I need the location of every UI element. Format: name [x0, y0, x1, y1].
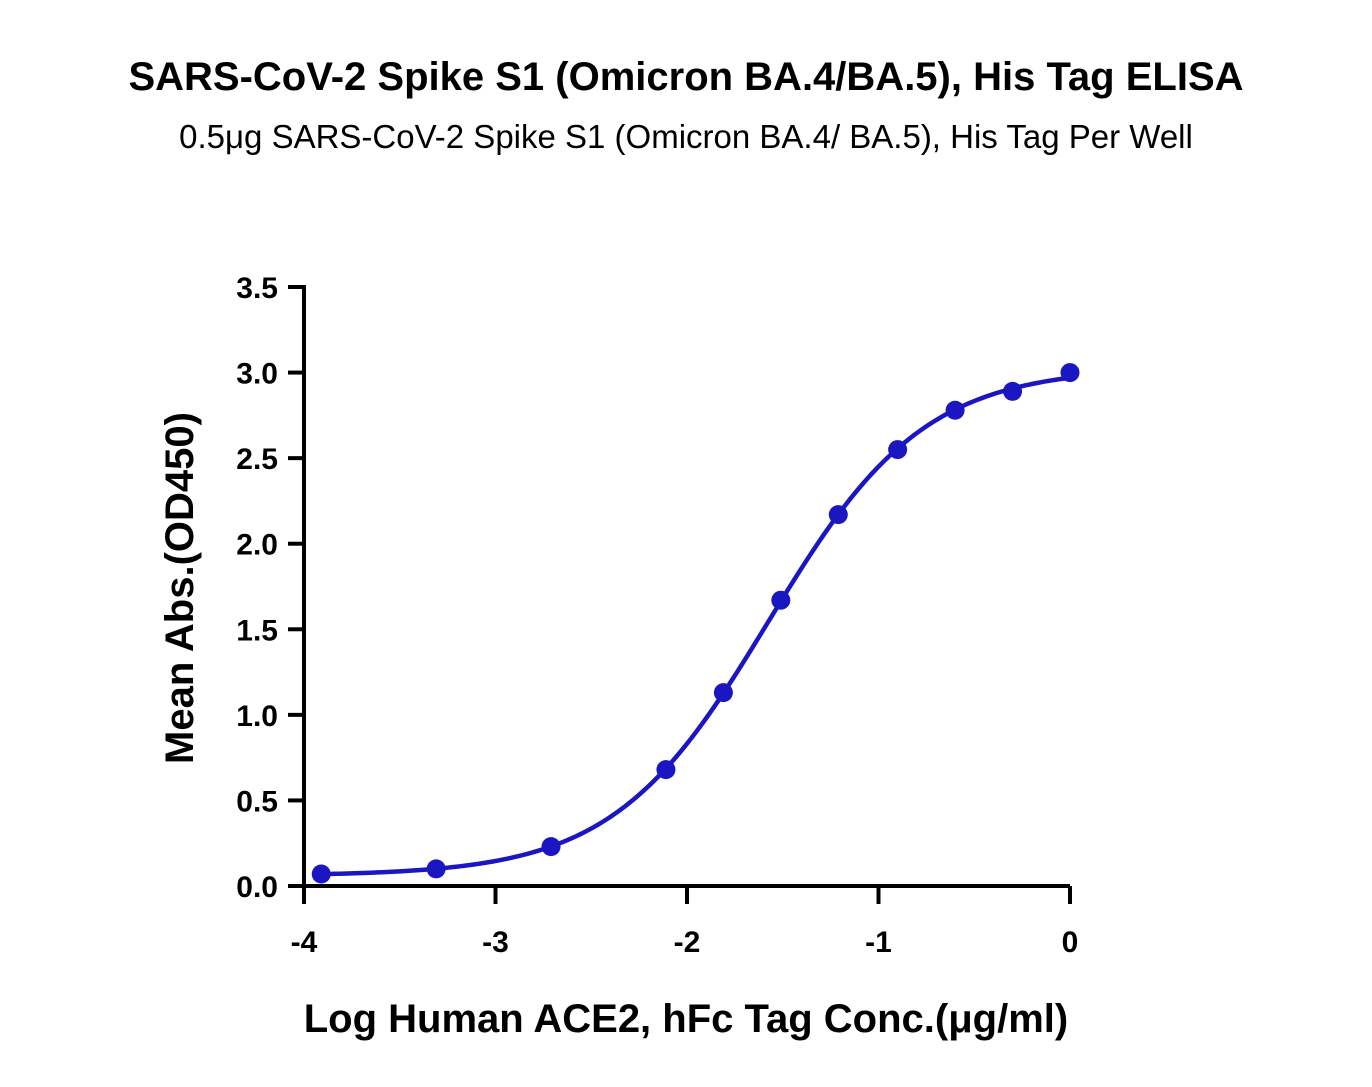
x-tick-label: -2 — [674, 926, 701, 959]
data-point — [656, 760, 676, 780]
data-point — [828, 505, 848, 525]
x-tick-label: -3 — [482, 926, 509, 959]
data-point — [1003, 381, 1023, 401]
y-tick-label: 0.5 — [236, 785, 278, 818]
data-point — [1060, 363, 1080, 383]
chart-subtitle: 0.5μg SARS-CoV-2 Spike S1 (Omicron BA.4/… — [179, 118, 1193, 155]
data-point — [771, 590, 791, 610]
y-tick-label: 2.5 — [236, 443, 278, 476]
data-point — [945, 400, 965, 420]
y-tick-label: 0.0 — [236, 871, 278, 904]
series-fit-curve — [321, 375, 1071, 877]
data-point — [311, 864, 331, 884]
y-axis: 0.0 0.5 1.0 1.5 2.0 2.5 3.0 3.5 — [236, 272, 306, 904]
data-point — [541, 837, 561, 857]
y-tick-label: 1.0 — [236, 700, 278, 733]
data-point — [426, 859, 446, 879]
x-axis-title: Log Human ACE2, hFc Tag Conc.(μg/ml) — [304, 997, 1068, 1041]
series-layer — [311, 363, 1080, 884]
y-tick-label: 3.5 — [236, 272, 278, 305]
x-axis: -4 -3 -2 -1 0 — [291, 884, 1079, 959]
y-tick-label: 2.0 — [236, 529, 278, 562]
y-axis-title: Mean Abs.(OD450) — [158, 412, 202, 764]
x-tick-label: 0 — [1062, 926, 1079, 959]
x-tick-label: -1 — [865, 926, 892, 959]
y-tick-label: 3.0 — [236, 358, 278, 391]
y-tick-label: 1.5 — [236, 614, 278, 647]
x-tick-label: -4 — [291, 926, 318, 959]
data-point — [888, 440, 908, 460]
data-point — [713, 683, 733, 703]
chart-title: SARS-CoV-2 Spike S1 (Omicron BA.4/BA.5),… — [128, 55, 1244, 99]
